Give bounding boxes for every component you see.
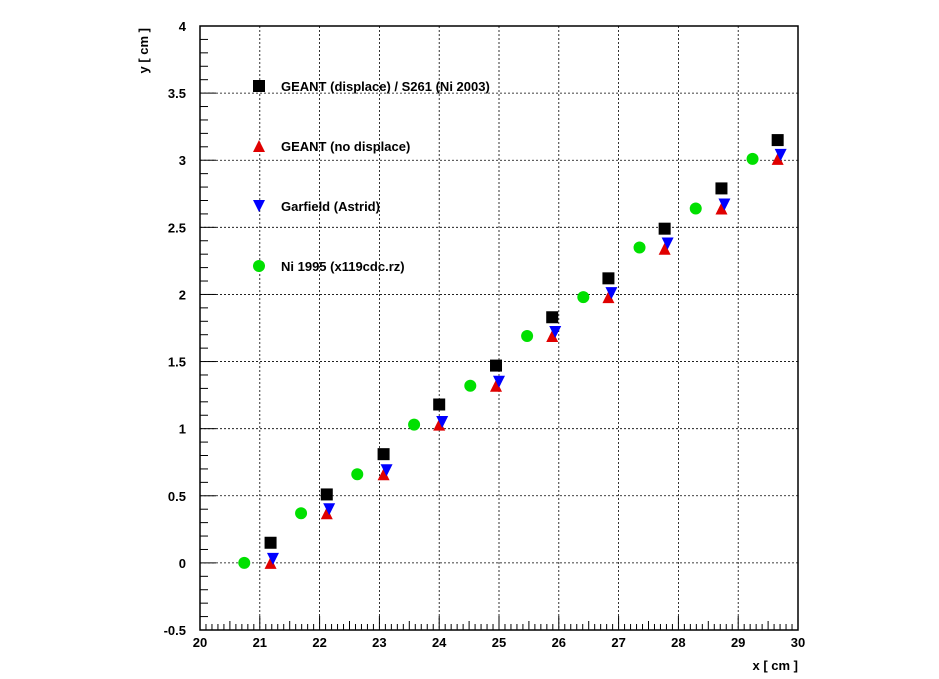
data-point	[633, 241, 646, 254]
legend-label: GEANT (no displace)	[281, 139, 410, 154]
data-point	[577, 291, 590, 304]
data-point	[549, 326, 562, 339]
x-tick-labels: 20 21 22 23 24 25 26 27 28 29 30	[193, 635, 805, 650]
y-tick-label: 2	[179, 287, 186, 302]
data-point	[715, 182, 728, 195]
y-tick-label: 1	[179, 422, 186, 437]
data-point	[715, 202, 728, 215]
legend-label: GEANT (displace) / S261 (Ni 2003)	[281, 79, 490, 94]
data-point	[323, 503, 336, 516]
data-point	[602, 291, 615, 304]
data-point	[490, 359, 503, 372]
legend: GEANT (displace) / S261 (Ni 2003) GEANT (…	[253, 79, 490, 274]
y-tick-label: 1.5	[168, 355, 186, 370]
data-point	[264, 536, 277, 549]
y-tick-label: 4	[179, 19, 187, 34]
data-point	[718, 198, 731, 211]
x-tick-label: 28	[671, 635, 685, 650]
x-tick-label: 22	[312, 635, 326, 650]
grid	[200, 26, 798, 630]
data-point	[746, 152, 759, 165]
y-tick-label: 3.5	[168, 86, 186, 101]
data-point	[377, 468, 390, 481]
x-tick-label: 30	[791, 635, 805, 650]
data-point	[774, 148, 787, 161]
y-tick-label: 0.5	[168, 489, 186, 504]
x-tick-label: 29	[731, 635, 745, 650]
data-point	[351, 468, 364, 481]
data-point	[380, 464, 393, 477]
data-point	[377, 448, 390, 461]
data-point	[408, 418, 421, 431]
legend-marker	[253, 80, 265, 92]
data-point	[521, 330, 534, 343]
data-point	[771, 134, 784, 147]
axis-ticks	[199, 25, 799, 631]
y-tick-label: 0	[179, 556, 186, 571]
y-axis-title: y [ cm ]	[136, 28, 151, 74]
legend-marker	[253, 200, 265, 212]
data-point	[320, 507, 333, 520]
x-tick-label: 23	[372, 635, 386, 650]
x-tick-label: 27	[611, 635, 625, 650]
data-point	[264, 556, 277, 569]
y-tick-label: 3	[179, 153, 186, 168]
y-tick-label: 2.5	[168, 220, 186, 235]
data-point	[266, 552, 279, 565]
x-tick-label: 25	[492, 635, 506, 650]
data-point	[658, 222, 671, 235]
x-tick-label: 21	[253, 635, 267, 650]
x-tick-label: 26	[552, 635, 566, 650]
data-point	[661, 237, 674, 250]
y-tick-labels: -0.5 0 0.5 1 1.5 2 2.5 3 3.5 4	[164, 19, 187, 638]
x-tick-label: 24	[432, 635, 447, 650]
data-point	[436, 415, 449, 428]
data-markers	[238, 134, 787, 569]
data-point	[493, 375, 505, 388]
data-point	[689, 202, 702, 215]
data-point	[320, 488, 333, 501]
legend-label: Garfield (Astrid)	[281, 199, 380, 214]
legend-label: Ni 1995 (x119cdc.rz)	[281, 259, 405, 274]
data-point	[238, 556, 251, 569]
data-point	[771, 152, 784, 165]
data-point	[605, 287, 618, 300]
data-point	[490, 379, 503, 392]
data-point	[546, 330, 559, 343]
data-point	[658, 242, 671, 255]
data-point	[546, 311, 559, 324]
y-tick-label: -0.5	[164, 623, 186, 638]
x-tick-label: 20	[193, 635, 207, 650]
x-axis-title: x [ cm ]	[752, 658, 798, 673]
data-point	[464, 379, 477, 392]
legend-marker	[253, 140, 265, 152]
legend-marker	[253, 260, 265, 272]
data-point	[295, 507, 308, 520]
data-point	[602, 272, 615, 285]
data-point	[433, 398, 446, 411]
